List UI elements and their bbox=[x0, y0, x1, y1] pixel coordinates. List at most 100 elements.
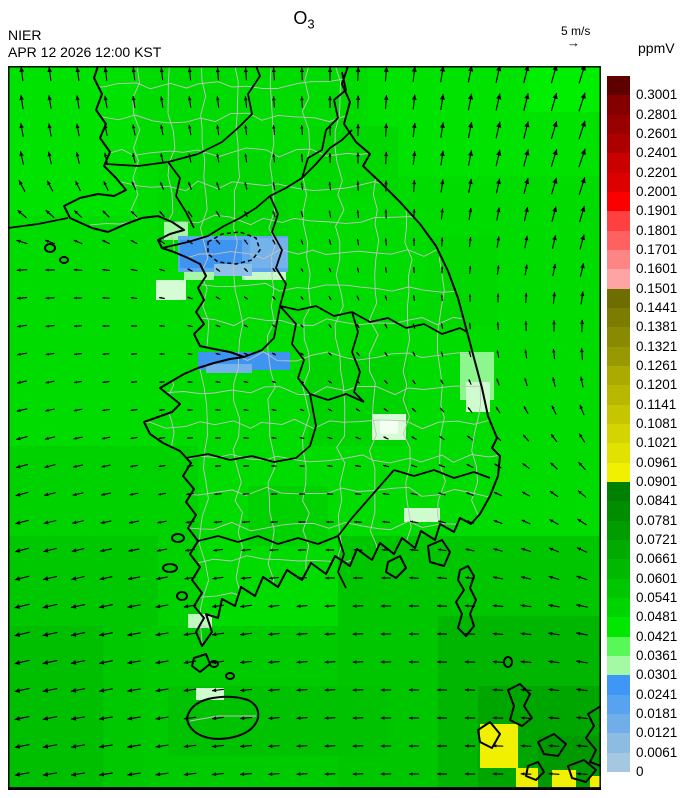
wind-arrow bbox=[409, 548, 419, 552]
wind-arrow bbox=[73, 436, 83, 440]
concentration-cell bbox=[590, 776, 601, 790]
wind-arrow bbox=[356, 351, 360, 357]
wind-arrow bbox=[355, 436, 361, 440]
wind-arrow bbox=[550, 120, 558, 140]
wind-arrow bbox=[45, 380, 55, 384]
colorbar-swatch bbox=[607, 327, 630, 348]
wind-arrow bbox=[160, 124, 164, 136]
wind-arrow bbox=[352, 716, 364, 720]
southeast-archipelago bbox=[477, 683, 597, 783]
wind-arrow bbox=[243, 67, 248, 81]
wind-arrow bbox=[99, 688, 113, 693]
wind-arrow bbox=[127, 772, 141, 777]
wind-arrow bbox=[383, 94, 389, 110]
northwest-islet bbox=[44, 243, 56, 253]
wind-arrow bbox=[272, 96, 276, 108]
agency-label: NIER bbox=[8, 27, 42, 43]
colorbar-swatch bbox=[607, 211, 630, 232]
colorbar-swatch bbox=[607, 385, 630, 406]
colorbar-swatch bbox=[607, 424, 630, 444]
wind-arrow bbox=[466, 435, 474, 441]
colorbar-tick-label: 0.1441 bbox=[636, 300, 678, 315]
wind-arrow bbox=[240, 632, 252, 637]
wind-arrow bbox=[186, 436, 194, 440]
wind-arrow bbox=[14, 575, 30, 581]
colorbar-swatch bbox=[607, 114, 630, 135]
colorbar-tick-label: 0 bbox=[636, 764, 644, 779]
wind-arrow bbox=[328, 153, 332, 163]
colorbar-tick-label: 0.1261 bbox=[636, 358, 678, 373]
wind-arrow bbox=[215, 296, 221, 300]
jindo-island bbox=[191, 653, 211, 673]
wind-arrow bbox=[352, 660, 364, 664]
colorbar-swatch bbox=[607, 675, 630, 696]
wind-arrow bbox=[155, 632, 169, 637]
colorbar bbox=[607, 76, 630, 773]
wind-arrow bbox=[464, 688, 476, 692]
wind-arrow bbox=[355, 66, 361, 82]
wind-arrow bbox=[328, 181, 332, 191]
wind-arrow bbox=[100, 520, 112, 525]
wind-arrow bbox=[102, 210, 110, 218]
wind-arrow bbox=[271, 464, 277, 468]
wind-arrow bbox=[437, 576, 447, 580]
wind-arrow bbox=[384, 180, 388, 192]
wind-arrow bbox=[300, 182, 304, 190]
wind-arrow bbox=[412, 323, 416, 329]
wind-arrow bbox=[16, 296, 28, 300]
wind-arrow bbox=[328, 323, 332, 329]
wind-arrow bbox=[408, 660, 420, 664]
wind-arrow bbox=[100, 548, 112, 553]
wind-arrow bbox=[296, 744, 308, 748]
wind-arrow bbox=[298, 520, 306, 524]
wind-arrow bbox=[552, 377, 556, 387]
wind-arrow bbox=[99, 716, 113, 721]
concentration-cell bbox=[380, 420, 398, 434]
wind-arrow bbox=[492, 604, 504, 608]
wind-arrow bbox=[437, 716, 447, 720]
wind-arrow bbox=[353, 548, 363, 552]
wind-arrow bbox=[440, 237, 444, 247]
colorbar-swatch bbox=[607, 617, 630, 638]
wind-arrow bbox=[496, 321, 500, 331]
wind-arrow bbox=[327, 67, 333, 81]
wind-arrow bbox=[216, 96, 220, 108]
wind-arrow bbox=[187, 210, 193, 218]
wind-arrow bbox=[496, 236, 501, 248]
colorbar-swatch bbox=[607, 501, 630, 522]
wind-arrow bbox=[216, 124, 220, 136]
wind-arrow bbox=[356, 209, 360, 219]
wind-arrow bbox=[548, 631, 560, 636]
wind-arrow bbox=[127, 744, 141, 749]
wind-arrow bbox=[324, 744, 336, 748]
wind-arrow bbox=[14, 631, 30, 637]
wind-arrow bbox=[520, 772, 532, 776]
wind-arrow bbox=[380, 604, 392, 608]
colorbar-tick-label: 0.0781 bbox=[636, 512, 678, 528]
wind-arrow bbox=[296, 772, 308, 776]
wind-arrow bbox=[268, 716, 280, 720]
wind-arrow bbox=[327, 436, 333, 440]
west-islet bbox=[176, 591, 188, 601]
wind-arrow bbox=[523, 405, 529, 415]
wind-arrow bbox=[42, 659, 58, 665]
wind-arrow bbox=[215, 436, 221, 440]
wind-arrow bbox=[183, 660, 197, 665]
wind-arrow bbox=[103, 124, 108, 136]
colorbar-swatch bbox=[607, 540, 630, 560]
wind-arrow bbox=[73, 210, 83, 218]
wind-arrow bbox=[382, 492, 390, 496]
wind-arrow bbox=[130, 324, 138, 328]
colorbar-tick-label: 0.0841 bbox=[636, 493, 678, 509]
wind-arrow bbox=[130, 436, 138, 440]
wind-arrow bbox=[185, 520, 195, 524]
wind-arrow bbox=[384, 267, 387, 273]
wind-arrow bbox=[437, 548, 447, 552]
wind-arrow bbox=[70, 772, 86, 777]
wind-arrow bbox=[300, 324, 304, 328]
wind-arrow bbox=[244, 96, 248, 108]
wind-arrow bbox=[271, 380, 277, 384]
wind-arrow bbox=[410, 492, 418, 496]
wind-arrow bbox=[127, 660, 141, 665]
